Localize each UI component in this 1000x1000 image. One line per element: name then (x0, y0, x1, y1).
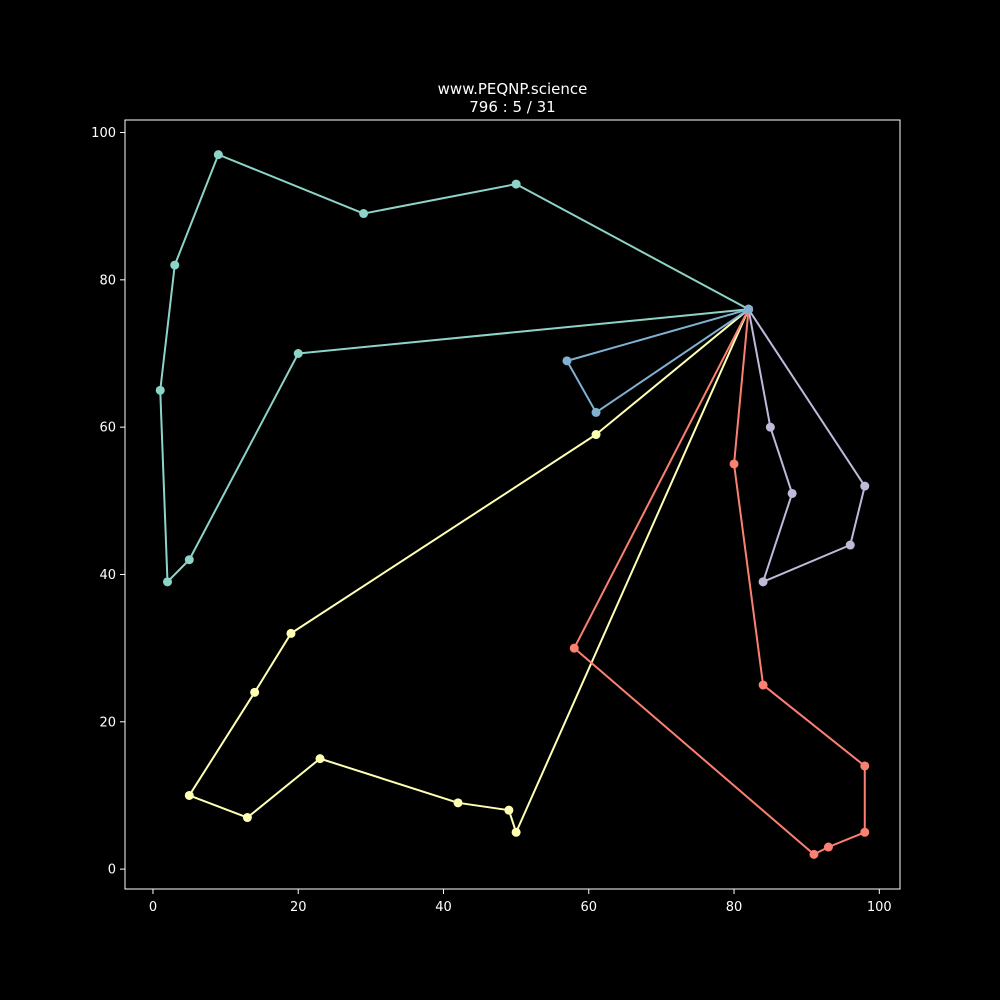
series-1-point-2 (286, 628, 296, 638)
chart-title: www.PEQNP.science (438, 80, 588, 98)
series-0-point-1 (293, 349, 303, 358)
x-tick-label-100: 100 (867, 900, 892, 915)
x-tick-label-40: 40 (435, 900, 452, 915)
series-0-point-2 (184, 555, 194, 565)
series-1-point-3 (250, 687, 260, 697)
series-1-point-6 (315, 754, 325, 764)
series-3-point-2 (758, 680, 768, 690)
series-4-line (565, 308, 750, 414)
y-tick-label-20: 20 (99, 715, 116, 730)
series-1-point-4 (184, 790, 194, 800)
y-tick-label-80: 80 (99, 273, 116, 288)
series-3-point-6 (809, 849, 819, 859)
y-tick-label-40: 40 (99, 568, 116, 583)
series-0-point-7 (359, 209, 369, 219)
chart-subtitle: 796 : 5 / 31 (469, 98, 555, 116)
series-2-point-2 (845, 540, 855, 550)
series-1-point-8 (504, 805, 514, 815)
series-0-point-3 (162, 577, 172, 587)
series-2-point-3 (758, 577, 768, 587)
axes-layer: 0 20 40 60 80 100 0 20 40 60 80 100 (91, 119, 901, 915)
series-3-point-4 (860, 827, 870, 837)
series-4-point-3 (744, 304, 754, 314)
y-tick-label-0: 0 (108, 863, 116, 878)
series-3-point-3 (860, 761, 870, 771)
series-3-point-1 (729, 459, 739, 469)
series-0-point-8 (511, 179, 521, 189)
series-3-point-7 (569, 643, 579, 653)
series-1-point-5 (242, 813, 252, 823)
series-1-point-1 (591, 430, 601, 440)
x-tick-label-0: 0 (149, 900, 157, 915)
series-0-point-6 (213, 150, 223, 160)
series-1-point-7 (453, 798, 463, 808)
x-tick-label-20: 20 (290, 900, 307, 915)
series-0-point-5 (170, 260, 180, 270)
plot-frame (124, 119, 901, 890)
y-tick-label-60: 60 (99, 421, 116, 436)
series-3-point-5 (823, 842, 833, 852)
x-tick-label-80: 80 (726, 900, 743, 915)
series-0-line (159, 153, 750, 583)
series-layer (155, 150, 870, 859)
series-1-point-9 (511, 827, 521, 837)
series-0-point-4 (155, 385, 165, 395)
series-2-point-5 (765, 422, 775, 432)
y-tick-label-100: 100 (91, 126, 116, 141)
x-tick-label-60: 60 (580, 900, 597, 915)
series-4-point-1 (562, 356, 572, 366)
series-4-point-2 (591, 407, 601, 417)
series-2-point-1 (860, 481, 870, 491)
series-2-point-4 (787, 488, 797, 498)
